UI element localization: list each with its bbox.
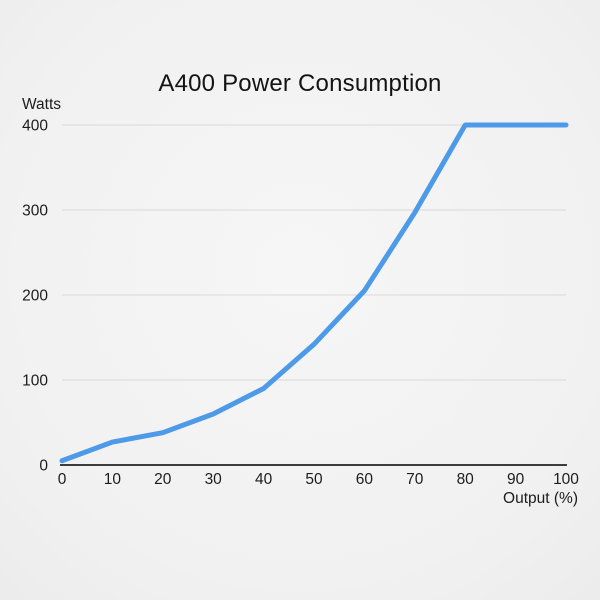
x-tick-label-80: 80	[457, 471, 475, 488]
y-axis-unit-label: Watts	[22, 96, 62, 113]
x-axis-label: Output (%)	[503, 490, 578, 507]
x-tick-label-40: 40	[255, 471, 273, 488]
x-tick-label-90: 90	[507, 471, 525, 488]
y-tick-label-300: 300	[22, 203, 48, 220]
y-tick-label-200: 200	[22, 288, 48, 305]
x-tick-label-20: 20	[154, 471, 172, 488]
line-series-power	[59, 122, 569, 464]
x-tick-label-70: 70	[406, 471, 424, 488]
chart-title: A400 Power Consumption	[158, 70, 442, 97]
x-tick-label-30: 30	[205, 471, 223, 488]
x-tick-label-100: 100	[553, 471, 579, 488]
y-tick-label-0: 0	[39, 458, 48, 475]
x-tick-label-10: 10	[104, 471, 122, 488]
x-tick-label-60: 60	[356, 471, 374, 488]
x-tick-label-0: 0	[58, 471, 67, 488]
y-tick-label-400: 400	[22, 118, 48, 135]
y-tick-label-100: 100	[22, 373, 48, 390]
x-tick-label-50: 50	[305, 471, 323, 488]
